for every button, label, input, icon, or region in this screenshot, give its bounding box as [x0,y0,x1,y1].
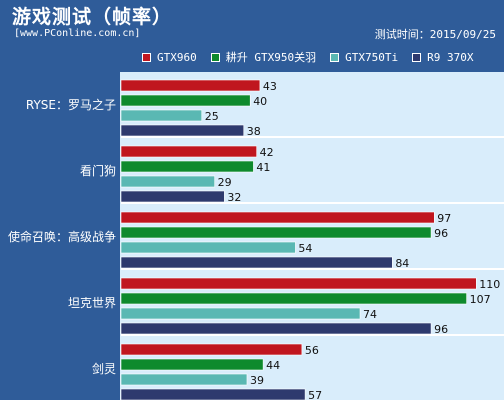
legend-item-gtx950: 耕升 GTX950关羽 [210,49,317,65]
bar [120,211,435,224]
legend-label-r9-370x: R9 370X [427,50,474,64]
bar [120,109,203,122]
data-label: 57 [308,389,322,400]
chart-title: 游戏测试（帧率） [12,6,173,28]
bar [120,292,467,305]
data-label: 110 [479,278,500,291]
bar [120,358,264,371]
legend-swatch-r9-370x [412,52,422,62]
data-label: 107 [470,293,491,306]
bar [120,160,254,173]
legend-label-gtx950: 耕升 GTX950关羽 [225,51,317,64]
bar [120,277,477,290]
bar [120,79,261,92]
data-label: 41 [256,161,270,174]
category-label: 使命召唤：高级战争 [7,230,116,244]
bar [120,175,215,188]
legend-item-gtx750ti: GTX750Ti [330,51,398,64]
legend-label-gtx750ti: GTX750Ti [345,50,399,64]
bar [120,94,251,107]
data-label: 97 [437,212,451,225]
bar [120,145,257,158]
bar [120,388,306,400]
legend-item-gtx960: GTX960 [142,51,197,64]
legend-swatch-gtx750ti [330,52,340,62]
category-label: RYSE：罗马之子 [25,98,116,112]
category-label: 坦克世界 [67,296,116,310]
legend-item-r9-370x: R9 370X [412,51,473,64]
data-label: 39 [250,374,264,387]
data-label: 56 [305,344,319,357]
data-label: 40 [253,95,267,108]
bar [120,241,296,254]
chart-header: 游戏测试（帧率） [www.PConline.com.cn] 测试时间：2015… [0,0,504,44]
bar [120,343,303,356]
bar [120,307,361,320]
data-label: 32 [227,191,241,204]
legend-swatch-gtx950 [210,52,220,62]
category-label: 看门狗 [79,164,116,178]
legend-label-gtx960: GTX960 [157,50,197,64]
chart-legend: GTX960 耕升 GTX950关羽 GTX750Ti R9 370X [142,46,500,68]
bar [120,226,432,239]
category-label: 剑灵 [91,362,116,376]
data-label: 96 [434,227,448,240]
bar [120,256,393,269]
bar [120,124,245,137]
data-label: 44 [266,359,280,372]
legend-swatch-gtx960 [142,52,151,62]
bar [120,190,225,203]
data-label: 29 [218,176,232,189]
data-label: 42 [260,146,274,159]
website-label: [www.PConline.com.cn] [14,28,141,39]
test-date: 测试时间：2015/09/25 [374,28,496,41]
bar [120,322,432,335]
data-label: 74 [363,308,377,321]
data-label: 84 [395,257,409,270]
data-label: 96 [434,323,448,336]
data-label: 25 [205,110,219,123]
data-label: 54 [298,242,312,255]
bar [120,373,248,386]
data-label: 43 [263,80,277,93]
data-label: 38 [247,125,261,138]
